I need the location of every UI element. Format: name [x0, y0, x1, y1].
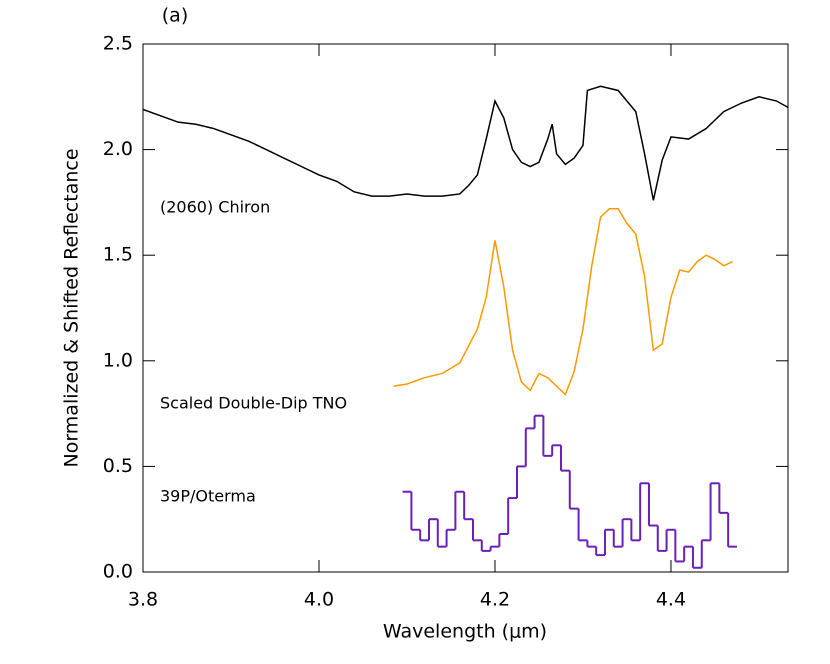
y-tick-label: 0.0 — [103, 561, 133, 583]
x-tick-label: 4.2 — [480, 589, 510, 611]
y-tick-label: 1.0 — [103, 349, 133, 371]
series-line — [393, 207, 733, 396]
x-tick-label: 4.0 — [304, 589, 334, 611]
x-axis-label: Wavelength (μm) — [383, 621, 547, 643]
chart-title: (a) — [162, 5, 188, 27]
y-axis-label: Normalized & Shifted Reflectance — [61, 148, 83, 467]
x-tick-label: 3.8 — [128, 589, 158, 611]
y-tick-label: 2.5 — [103, 33, 133, 55]
x-tick-label: 4.4 — [656, 589, 686, 611]
series-line — [142, 85, 789, 201]
annotation: 39P/Oterma — [160, 487, 256, 506]
plot-frame — [142, 43, 789, 573]
annotation: (2060) Chiron — [160, 198, 270, 217]
annotation: Scaled Double-Dip TNO — [160, 394, 347, 413]
y-tick-label: 0.5 — [103, 455, 133, 477]
y-tick-label: 2.0 — [103, 138, 133, 160]
y-tick-label: 1.5 — [103, 244, 133, 266]
